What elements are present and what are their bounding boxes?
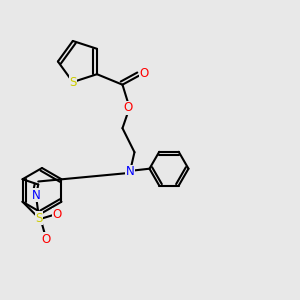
Text: S: S [69,76,76,88]
Text: O: O [52,208,62,221]
Text: N: N [32,189,40,202]
Text: N: N [126,165,134,178]
Text: O: O [41,233,50,246]
Text: O: O [140,67,149,80]
Text: O: O [123,101,133,114]
Text: S: S [35,212,43,225]
